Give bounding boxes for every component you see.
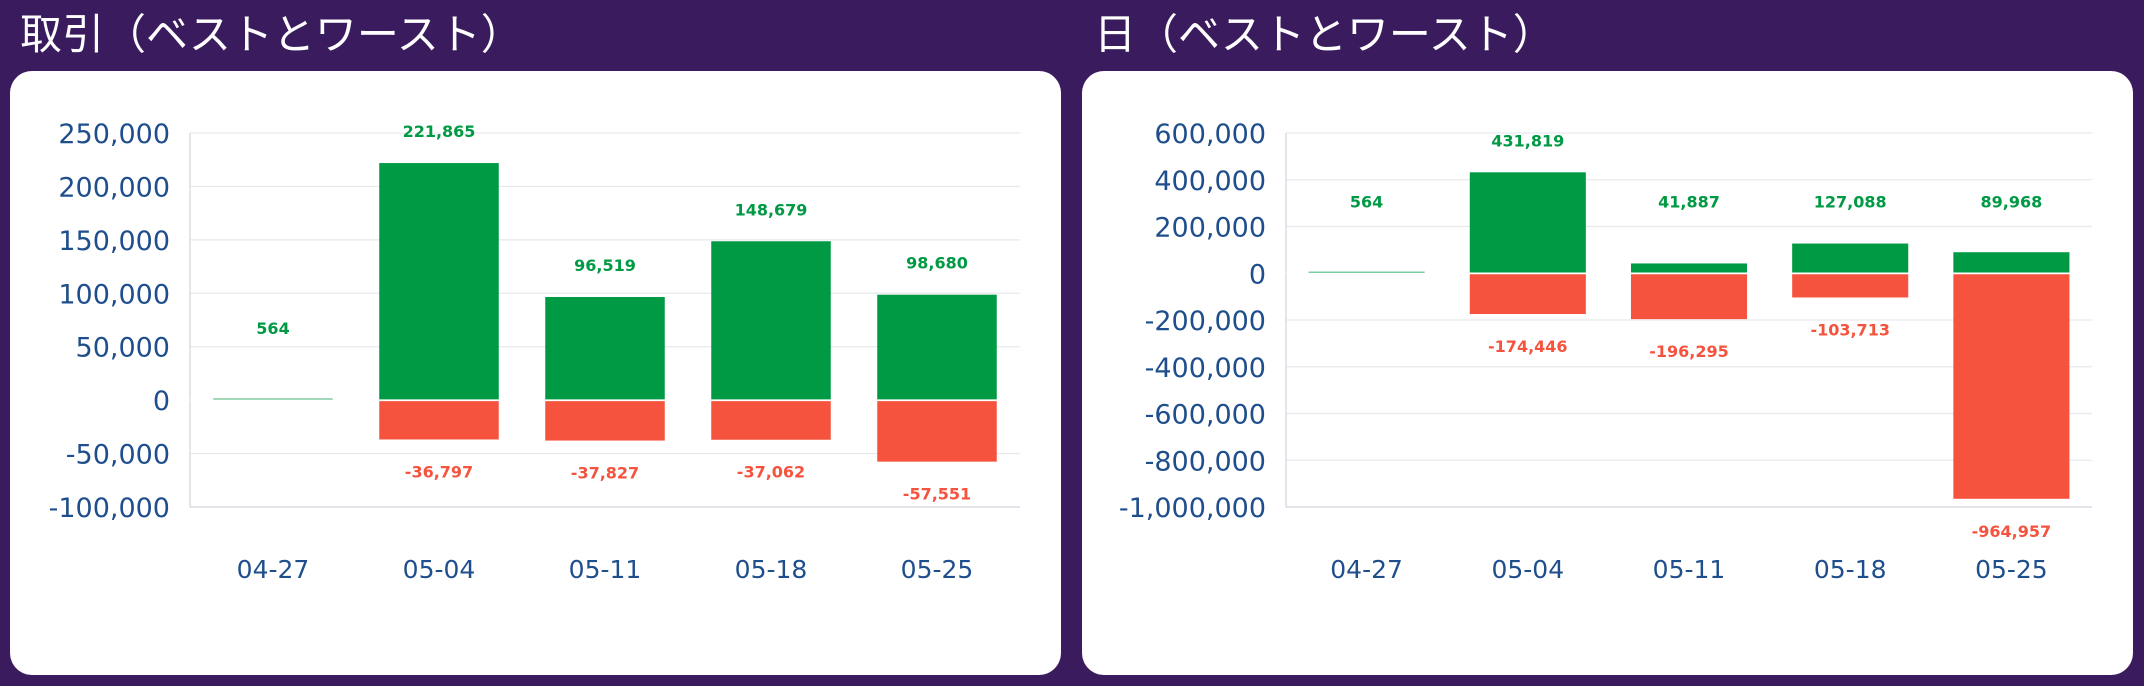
- days-bar-positive: [1953, 252, 2070, 274]
- chart-title-days: 日（ベストとワースト）: [1094, 10, 1555, 59]
- trades-bar-positive-label: 221,865: [403, 122, 476, 141]
- trades-x-tick-label: 05-04: [403, 555, 476, 584]
- days-y-tick-label: 0: [1249, 259, 1266, 290]
- days-x-tick-label: 05-25: [1975, 555, 2048, 584]
- days-y-tick-label: 600,000: [1154, 119, 1266, 150]
- trades-bar-positive-label: 148,679: [735, 200, 808, 219]
- trades-chart-svg: 250,000 200,000 150,000 100,000 50,000 0 -50,0…: [49, 119, 1020, 584]
- trades-y-tick-label: 0: [153, 386, 170, 417]
- days-bar-positive: [1630, 263, 1748, 274]
- trades-y-tick-label: 50,000: [76, 333, 170, 364]
- days-bar-positive-label: 564: [1350, 192, 1383, 211]
- days-x-tick-label: 04-27: [1330, 555, 1403, 584]
- days-x-tick-label: 05-18: [1814, 555, 1887, 584]
- days-bar-negative-label: -174,446: [1488, 337, 1568, 356]
- trades-bar-negative: [877, 401, 997, 462]
- trades-bar-negative-label: -37,062: [737, 463, 805, 482]
- days-bar-negative: [1953, 274, 2070, 499]
- chart-title-trades: 取引（ベストとワースト）: [20, 10, 523, 59]
- days-y-tick-label: 400,000: [1154, 166, 1266, 197]
- days-bar-negative: [1792, 274, 1909, 298]
- trades-y-tick-label: 250,000: [58, 119, 170, 150]
- days-bar-positive-label: 431,819: [1491, 131, 1564, 150]
- trades-y-tick-label: -50,000: [66, 440, 170, 471]
- days-bar-positive-label: 41,887: [1658, 192, 1720, 211]
- days-y-tick-label: -800,000: [1145, 446, 1266, 477]
- trades-x-tick-label: 04-27: [237, 555, 310, 584]
- trades-bar-negative: [379, 401, 499, 440]
- trades-x-tick-label: 05-25: [901, 555, 974, 584]
- trades-bar-positive: [877, 294, 997, 401]
- days-bar-negative-label: -103,713: [1810, 320, 1890, 339]
- trades-y-tick-label: -100,000: [49, 493, 170, 524]
- days-bar-negative: [1469, 274, 1586, 315]
- days-bar-positive-label: 89,968: [1981, 192, 2043, 211]
- trades-bar-positive: [711, 241, 831, 401]
- trades-bar-negative: [545, 401, 665, 441]
- days-bar-negative-label: -196,295: [1649, 342, 1729, 361]
- trades-bar-negative-label: -57,551: [903, 485, 971, 504]
- trades-bar-positive-label: 98,680: [906, 254, 968, 273]
- trades-bar-negative-label: -36,797: [405, 462, 473, 481]
- days-y-tick-label: -400,000: [1145, 353, 1266, 384]
- days-bar-negative: [1630, 274, 1748, 320]
- trades-bar-positive-label: 564: [256, 319, 289, 338]
- trades-bar-negative: [711, 401, 831, 440]
- days-x-tick-label: 05-04: [1491, 555, 1564, 584]
- trades-y-tick-label: 150,000: [58, 226, 170, 257]
- chart-card-days: 600,000 400,000 200,000 0 -200,000 -400,000 -6…: [1082, 71, 2133, 675]
- days-y-tick-label: 200,000: [1154, 213, 1266, 244]
- days-bar-positive-label: 127,088: [1814, 192, 1887, 211]
- trades-bar-positive-label: 96,519: [574, 256, 636, 275]
- chart-card-trades: 250,000 200,000 150,000 100,000 50,000 0 -50,0…: [10, 71, 1061, 675]
- trades-y-tick-label: 200,000: [58, 172, 170, 203]
- days-y-tick-label: -600,000: [1145, 400, 1266, 431]
- days-bar-positive: [1469, 172, 1586, 274]
- days-x-tick-label: 05-11: [1653, 555, 1726, 584]
- trades-x-tick-label: 05-18: [735, 555, 808, 584]
- trades-bar-positive: [379, 163, 499, 401]
- trades-x-tick-label: 05-11: [569, 555, 642, 584]
- trades-y-tick-label: 100,000: [58, 279, 170, 310]
- days-chart-svg: 600,000 400,000 200,000 0 -200,000 -400,000 -6…: [1119, 119, 2092, 584]
- trades-bar-negative-label: -37,827: [571, 464, 639, 483]
- days-y-tick-label: -1,000,000: [1119, 493, 1266, 524]
- days-bar-positive: [1792, 243, 1909, 274]
- days-bar-negative-label: -964,957: [1972, 522, 2052, 541]
- days-y-tick-label: -200,000: [1145, 306, 1266, 337]
- trades-bar-positive: [545, 297, 665, 401]
